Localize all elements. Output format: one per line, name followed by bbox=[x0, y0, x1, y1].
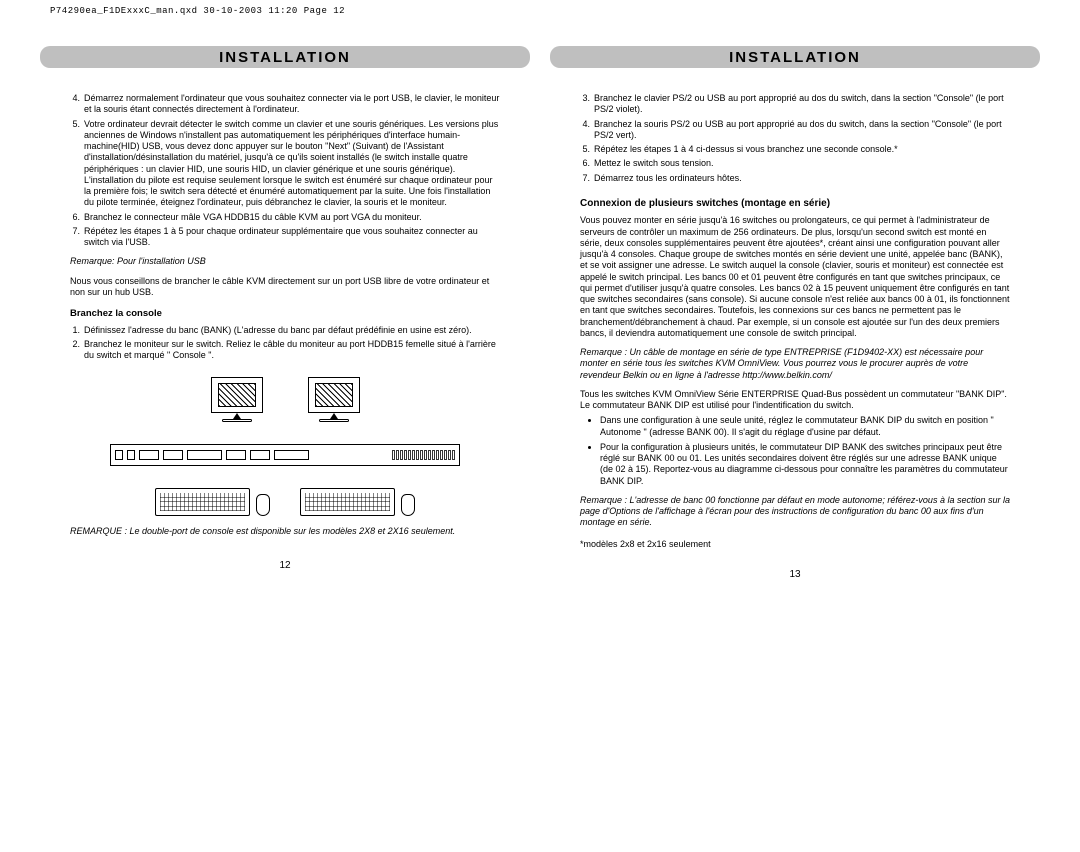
usb-note-text: Nous vous conseillons de brancher le câb… bbox=[70, 276, 500, 299]
usb-note-label: Remarque: Pour l'installation USB bbox=[70, 256, 500, 267]
step-num: 7. bbox=[70, 226, 84, 249]
step-num: 3. bbox=[580, 93, 594, 116]
keyboard-mouse-left bbox=[155, 488, 270, 516]
keyboard-icon bbox=[300, 488, 395, 516]
step-num: 6. bbox=[70, 212, 84, 223]
mouse-icon bbox=[401, 494, 415, 516]
title-bar-left: INSTALLATION bbox=[40, 46, 530, 68]
page-13: INSTALLATION 3.Branchez le clavier PS/2 … bbox=[550, 46, 1040, 580]
install-steps: 4.Démarrez normalement l'ordinateur que … bbox=[70, 93, 500, 248]
step-text: Mettez le switch sous tension. bbox=[594, 158, 1010, 169]
keyboard-icon bbox=[155, 488, 250, 516]
page-12: INSTALLATION 4.Démarrez normalement l'or… bbox=[40, 46, 530, 580]
step-text: Démarrez tous les ordinateurs hôtes. bbox=[594, 173, 1010, 184]
step-num: 5. bbox=[580, 144, 594, 155]
title-bar-right: INSTALLATION bbox=[550, 46, 1040, 68]
step-text: Branchez le connecteur mâle VGA HDDB15 d… bbox=[84, 212, 500, 223]
list-item: Pour la configuration à plusieurs unités… bbox=[600, 442, 1010, 487]
step-num: 4. bbox=[70, 93, 84, 116]
console-subhead: Branchez la console bbox=[70, 308, 500, 320]
monitor-right bbox=[308, 377, 360, 422]
bank-dip-para: Tous les switches KVM OmniView Série ENT… bbox=[580, 389, 1010, 412]
diagram-footnote: REMARQUE : Le double-port de console est… bbox=[70, 526, 500, 537]
step-text: Branchez la souris PS/2 ou USB au port a… bbox=[594, 119, 1010, 142]
section-title: INSTALLATION bbox=[219, 49, 351, 66]
monitor-left bbox=[211, 377, 263, 422]
two-page-spread: INSTALLATION 4.Démarrez normalement l'or… bbox=[0, 16, 1080, 600]
step-text: Répétez les étapes 1 à 4 ci-dessus si vo… bbox=[594, 144, 1010, 155]
connection-diagram bbox=[70, 377, 500, 516]
page-number: 12 bbox=[40, 560, 530, 571]
cable-note: Remarque : Un câble de montage en série … bbox=[580, 347, 1010, 381]
models-footnote: *modèles 2x8 et 2x16 seulement bbox=[580, 539, 1010, 550]
keyboard-mouse-right bbox=[300, 488, 415, 516]
bank-dip-bullets: Dans une configuration à une seule unité… bbox=[580, 415, 1010, 487]
step-num: 5. bbox=[70, 119, 84, 209]
daisy-chain-heading: Connexion de plusieurs switches (montage… bbox=[580, 198, 1010, 211]
kvm-switch-icon bbox=[110, 444, 460, 466]
page-content: 4.Démarrez normalement l'ordinateur que … bbox=[40, 93, 530, 545]
step-text: Branchez le clavier PS/2 ou USB au port … bbox=[594, 93, 1010, 116]
step-text: Répétez les étapes 1 à 5 pour chaque ord… bbox=[84, 226, 500, 249]
list-item: Dans une configuration à une seule unité… bbox=[600, 415, 1010, 438]
section-title: INSTALLATION bbox=[729, 49, 861, 66]
bank00-note: Remarque : L'adresse de banc 00 fonction… bbox=[580, 495, 1010, 529]
page-number: 13 bbox=[550, 569, 1040, 580]
mouse-icon bbox=[256, 494, 270, 516]
install-steps-right: 3.Branchez le clavier PS/2 ou USB au por… bbox=[580, 93, 1010, 184]
step-num: 2. bbox=[70, 339, 84, 362]
console-steps: 1.Définissez l'adresse du banc (BANK) (L… bbox=[70, 325, 500, 362]
step-num: 4. bbox=[580, 119, 594, 142]
step-text: Définissez l'adresse du banc (BANK) (L'a… bbox=[84, 325, 500, 336]
step-num: 1. bbox=[70, 325, 84, 336]
step-num: 6. bbox=[580, 158, 594, 169]
step-text: Votre ordinateur devrait détecter le swi… bbox=[84, 119, 500, 209]
step-num: 7. bbox=[580, 173, 594, 184]
doc-header: P74290ea_F1DExxxC_man.qxd 30-10-2003 11:… bbox=[0, 0, 1080, 16]
step-text: Démarrez normalement l'ordinateur que vo… bbox=[84, 93, 500, 116]
daisy-chain-para: Vous pouvez monter en série jusqu'à 16 s… bbox=[580, 215, 1010, 339]
page-content: 3.Branchez le clavier PS/2 ou USB au por… bbox=[550, 93, 1040, 554]
step-text: Branchez le moniteur sur le switch. Reli… bbox=[84, 339, 500, 362]
